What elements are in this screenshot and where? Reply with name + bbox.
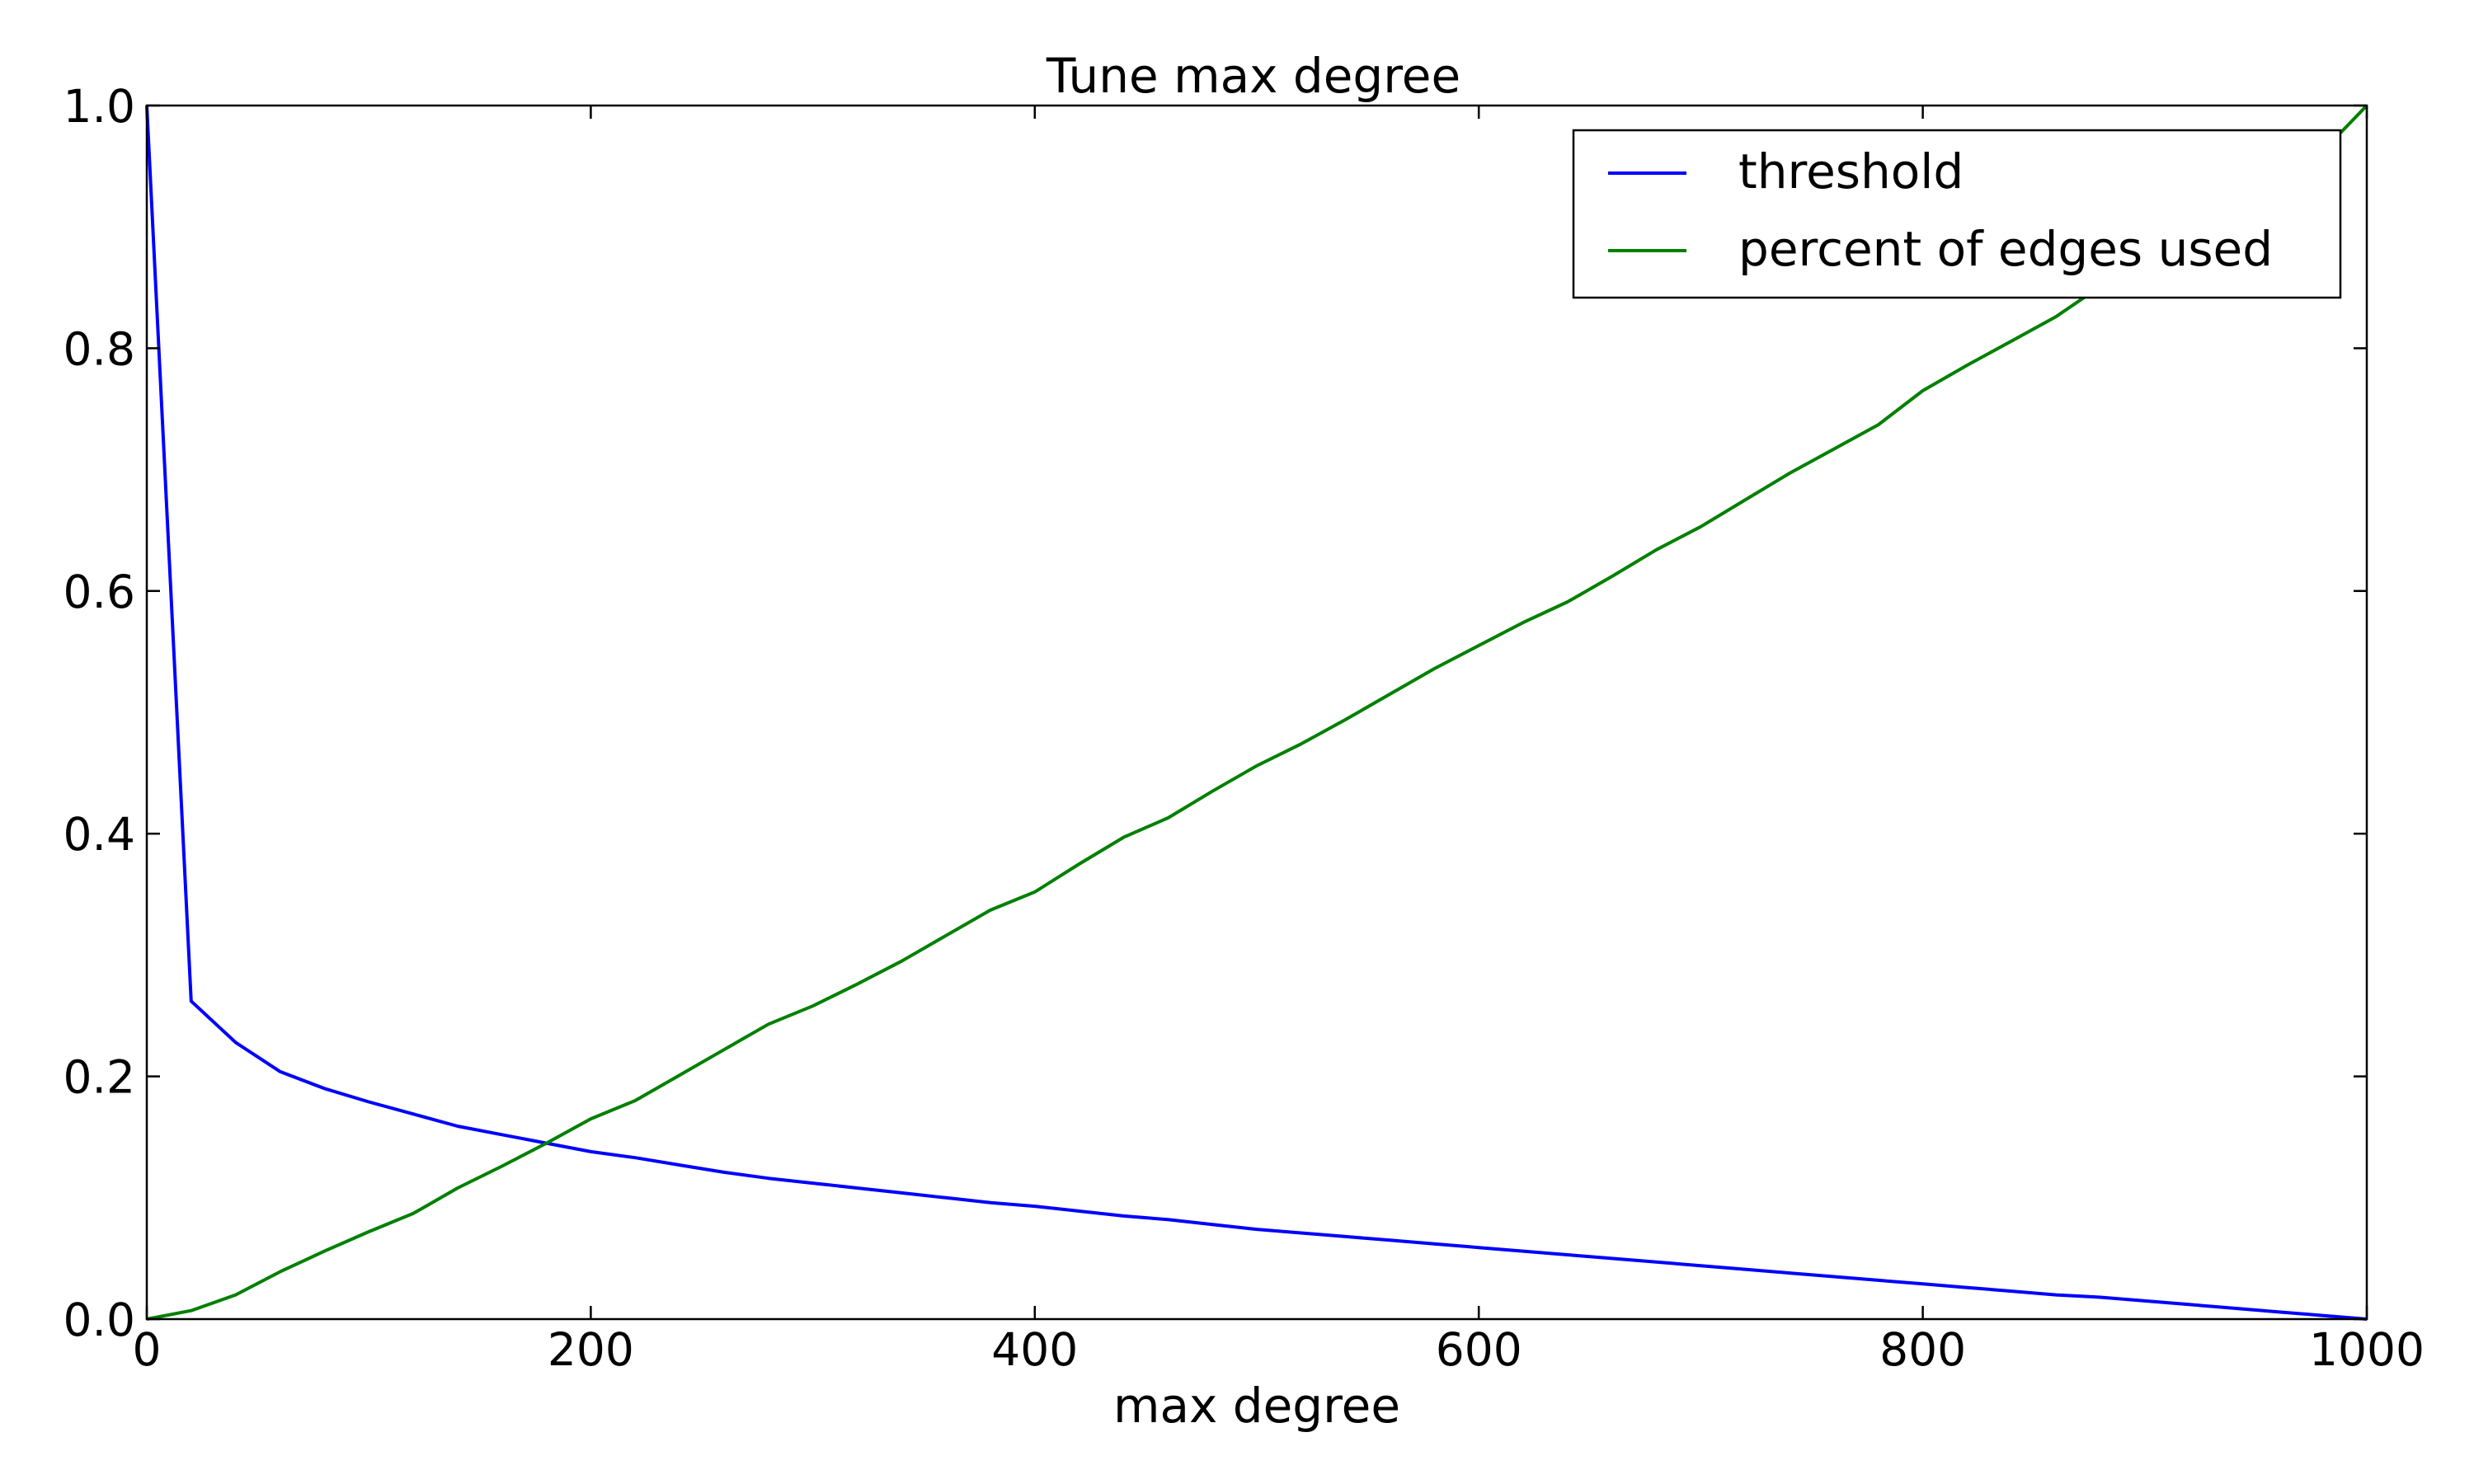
series-0-point: [590, 1151, 591, 1153]
x-tick-label: 600: [1436, 1323, 1522, 1376]
y-tick-label: 0.2: [63, 1051, 135, 1104]
x-tick-label: 200: [548, 1323, 634, 1376]
y-tick-label: 0.8: [63, 322, 135, 375]
x-axis-label: max degree: [1113, 1378, 1400, 1434]
series-1-point: [990, 909, 991, 911]
series-0-point: [1656, 1261, 1658, 1263]
series-1-point: [768, 1023, 769, 1025]
legend-label-percent-edges: percent of edges used: [1738, 221, 2273, 277]
series-0-point: [768, 1177, 769, 1179]
series-1-point: [1167, 817, 1169, 819]
series-1-point: [1922, 390, 1924, 392]
series-0-point: [856, 1187, 858, 1189]
series-0-point: [2144, 1300, 2146, 1302]
series-0-point: [1211, 1223, 1213, 1225]
x-tick-label: 400: [991, 1323, 1078, 1376]
series-0-point: [945, 1197, 947, 1199]
series-1-point: [2011, 340, 2012, 342]
series-1-point: [1256, 765, 1258, 767]
series-0-point: [1433, 1243, 1435, 1245]
series-0-point: [901, 1192, 902, 1194]
series-0-point: [1167, 1219, 1169, 1220]
chart-title: Tune max degree: [1046, 48, 1460, 104]
series-0-point: [323, 1087, 325, 1089]
series-1-point: [501, 1166, 503, 1167]
series-1-point: [1656, 549, 1658, 551]
series-0-point: [1522, 1251, 1524, 1252]
legend-box: [1572, 129, 2342, 299]
y-tick-label: 0.4: [63, 808, 135, 861]
series-0-point: [1966, 1287, 1968, 1289]
series-1-point: [901, 960, 902, 962]
series-1-point: [812, 1005, 814, 1007]
series-1-point: [1700, 526, 1701, 528]
series-1-point: [323, 1251, 325, 1252]
series-1-point: [412, 1213, 414, 1214]
x-tick-label: 1000: [2309, 1323, 2425, 1376]
series-0-point: [812, 1182, 814, 1184]
legend-label-threshold: threshold: [1738, 143, 1964, 200]
series-0-point: [1611, 1257, 1613, 1259]
series-0-point: [1567, 1254, 1569, 1256]
series-0-point: [2100, 1297, 2101, 1298]
series-1-point: [1611, 575, 1613, 577]
ticks-layer: 0 200 400 600 800 1000 0.0 0.2 0.4 0.6 0.8 1.0: [63, 80, 2425, 1376]
series-layer: [145, 104, 2368, 1321]
series-1-point: [457, 1187, 459, 1189]
series-0-point: [2321, 1315, 2323, 1317]
series-1-point: [1522, 622, 1524, 623]
x-tick-label: 800: [1879, 1323, 1966, 1376]
series-0-point: [990, 1202, 991, 1204]
series-0-point: [1345, 1236, 1347, 1237]
series-1-point: [1966, 364, 1968, 366]
series-0-point: [2055, 1294, 2057, 1296]
series-0-point: [235, 1041, 237, 1043]
y-tick-label: 0.6: [63, 566, 135, 618]
x-tick-label: 0: [133, 1323, 162, 1376]
series-1-point: [1034, 891, 1036, 893]
series-0-point: [2277, 1311, 2279, 1313]
series-1-point: [1123, 837, 1124, 838]
series-0-point: [457, 1125, 459, 1127]
series-0-point: [2011, 1290, 2012, 1292]
series-1-point: [546, 1143, 548, 1144]
series-0-point: [190, 1000, 192, 1002]
series-1-point: [235, 1294, 237, 1296]
y-tick-label: 0.0: [63, 1294, 135, 1346]
series-0-point: [1833, 1276, 1835, 1277]
series-0-point: [412, 1113, 414, 1115]
series-1-point: [945, 935, 947, 937]
series-0-point: [501, 1134, 503, 1135]
series-0-point: [1744, 1269, 1746, 1270]
y-tick-label: 1.0: [63, 80, 135, 133]
series-1-point: [190, 1310, 192, 1312]
series-0-point: [1123, 1215, 1124, 1217]
series-0-point: [1256, 1228, 1258, 1230]
legend: threshold percent of edges used: [1572, 129, 2342, 299]
series-0-point: [1034, 1205, 1036, 1207]
series-1-point: [590, 1118, 591, 1120]
series-1-point: [1833, 448, 1835, 450]
series-1-point: [1567, 601, 1569, 603]
series-1-point: [1345, 719, 1347, 721]
plot-frame: [145, 104, 2368, 1321]
